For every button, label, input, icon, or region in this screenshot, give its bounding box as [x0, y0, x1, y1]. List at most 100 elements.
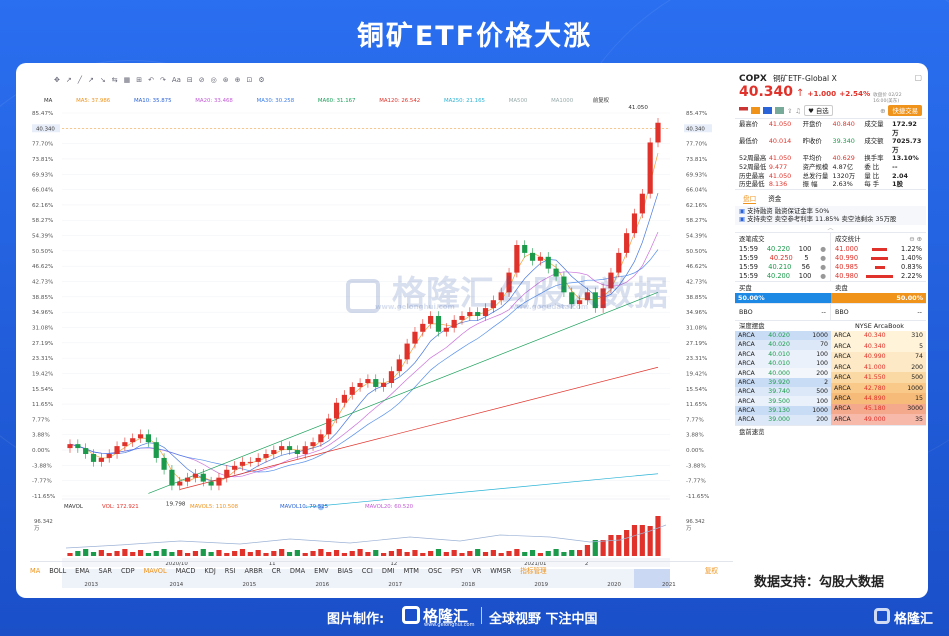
toolbar-tool-icon[interactable]: ⊞	[136, 76, 143, 84]
toolbar-tool-icon[interactable]: ⇆	[111, 76, 118, 84]
indicator-tab[interactable]: MTM	[403, 567, 419, 575]
indicator-tab[interactable]: 指标管理	[520, 567, 547, 575]
toolbar-tool-icon[interactable]: ⊕	[234, 76, 241, 84]
y-tick-label-right: 7.77%	[686, 417, 704, 423]
volume-bar	[185, 553, 191, 556]
toolbar-tool-icon[interactable]: ↷	[159, 76, 166, 84]
year-tick-label: 2016	[315, 582, 329, 588]
collapse-icon[interactable]: ︿	[827, 224, 834, 232]
toolbar-tool-icon[interactable]: ↗	[87, 76, 94, 84]
toolbar-tool-icon[interactable]: Aa	[171, 76, 181, 84]
navigator-window[interactable]	[634, 569, 670, 588]
indicator-tab[interactable]: RSI	[224, 567, 236, 575]
candle-body	[498, 292, 504, 301]
depth-volume: 500	[911, 374, 923, 382]
volume-bar	[286, 552, 293, 556]
indicator-tab[interactable]: SAR	[98, 567, 112, 575]
indicator-tab[interactable]: CDP	[120, 567, 135, 575]
depth-volume: 35	[915, 415, 923, 423]
mode-label[interactable]: 前复权	[592, 98, 610, 104]
toolbar-tool-icon[interactable]: ↶	[148, 76, 154, 84]
indicator-tab[interactable]: CCI	[361, 567, 373, 575]
indicator-tab[interactable]: VR	[472, 567, 482, 575]
volume-bar	[459, 553, 465, 556]
indicator-tab[interactable]: EMA	[75, 567, 90, 575]
candle-body	[200, 473, 206, 482]
indicator-tab[interactable]: 复权	[704, 567, 718, 575]
year-tick-label: 2020	[607, 582, 621, 588]
depth-volume: 15	[915, 394, 923, 402]
volume-bar	[529, 550, 536, 556]
volume-bar	[506, 551, 512, 556]
tab-orderbook[interactable]: 盘口	[743, 194, 757, 204]
event-marker-icon[interactable]	[317, 504, 324, 511]
indicator-tab[interactable]: CR	[271, 567, 281, 575]
toolbar-tool-icon[interactable]: ↗	[65, 76, 72, 84]
toolbar-tool-icon[interactable]: ╱	[77, 76, 82, 84]
volume-unit-right: 万	[686, 525, 692, 532]
stat-value: 1320万	[832, 171, 856, 180]
toolbar-tool-icon[interactable]: ⊘	[198, 76, 205, 84]
candle-body	[459, 315, 465, 320]
bell-icon[interactable]: ♫	[795, 106, 802, 115]
bid-row: ARCA 39.000 200	[735, 415, 831, 425]
indicator-tab[interactable]: EMV	[314, 567, 329, 575]
ma-label: MA	[44, 98, 53, 104]
range-navigator[interactable]	[62, 569, 670, 588]
volume-bar	[263, 553, 269, 556]
stat-value: 40.629	[832, 154, 855, 163]
stat-label: 换手率	[864, 154, 884, 163]
tab-funds[interactable]: 资金	[768, 194, 782, 203]
indicator-tab[interactable]: WMSR	[490, 567, 512, 575]
more-icon[interactable]: ⊕	[880, 106, 886, 115]
toolbar-tool-icon[interactable]: ↘	[99, 76, 106, 84]
indicator-tab[interactable]: BIAS	[337, 567, 353, 575]
depth-exchange[interactable]: NYSE ArcaBook	[854, 321, 904, 330]
indicator-tab[interactable]: MAVOL	[143, 567, 167, 575]
stat-label: 振 幅	[802, 180, 818, 189]
depth-price: 40.010	[768, 350, 790, 358]
depth-exchange-code: ARCA	[834, 363, 851, 371]
volume-bar	[333, 550, 340, 556]
indicator-tab[interactable]: MA	[30, 567, 41, 575]
indicator-tab[interactable]: DMA	[289, 567, 306, 575]
toolbar-tool-icon[interactable]: ◎	[210, 76, 217, 84]
stat-label: 昨收价	[802, 137, 822, 146]
toolbar-tool-icon[interactable]: ✥	[54, 76, 60, 84]
quick-trade-button[interactable]: 快捷交易	[888, 105, 922, 116]
candle-body	[553, 268, 559, 277]
toolbar-tool-icon[interactable]: ⊟	[186, 76, 193, 84]
ask-row: ARCA 45.180 3000	[831, 403, 926, 415]
settings-icon[interactable]: ⊖ ⊕	[909, 234, 922, 243]
ma-line	[69, 249, 659, 473]
y-tick-label: 3.88%	[32, 433, 50, 439]
indicator-tab[interactable]: MACD	[175, 567, 196, 575]
year-tick-label: 2013	[84, 582, 98, 588]
indicator-tab[interactable]: KDJ	[204, 567, 216, 575]
toolbar-tool-icon[interactable]: ⊡	[246, 76, 253, 84]
stat-row: 历史最低 8.136 振 幅 2.63% 每 手 1股	[735, 180, 926, 189]
share-icon[interactable]: ⇪	[787, 106, 793, 115]
quote-panel: COPX 铜矿ETF-Global X ▢ 40.340 ↑ +1.000 +2…	[735, 71, 926, 561]
toolbar-tool-icon[interactable]: ▦	[123, 76, 131, 84]
panel-menu-icon[interactable]: ▢	[914, 73, 922, 82]
candle-body	[396, 359, 402, 372]
indicator-tab[interactable]: DMI	[381, 567, 395, 575]
y-tick-label-right: -11.65%	[686, 494, 709, 500]
toolbar-tool-icon[interactable]: ⊛	[222, 76, 229, 84]
toolbar-tool-icon[interactable]: ⚙	[258, 76, 265, 84]
indicator-tab[interactable]: ARBR	[244, 567, 263, 575]
indicator-tab[interactable]: PSY	[450, 567, 464, 575]
candle-body	[569, 292, 575, 305]
ask-row: ARCA 49.000 35	[831, 414, 926, 425]
indicator-tab[interactable]: OSC	[428, 567, 442, 575]
depth-price: 40.020	[768, 331, 790, 339]
watchlist-button[interactable]: ♥ 自选	[804, 105, 833, 116]
year-tick-label: 2014	[170, 582, 184, 588]
depth-exchange-code: ARCA	[738, 331, 755, 339]
indicator-tab[interactable]: BOLL	[49, 567, 67, 575]
volume-bar	[577, 550, 583, 556]
short-note-icon: ▣	[739, 215, 746, 224]
candle-body	[279, 446, 285, 451]
stat-label: 最高价	[739, 120, 759, 128]
